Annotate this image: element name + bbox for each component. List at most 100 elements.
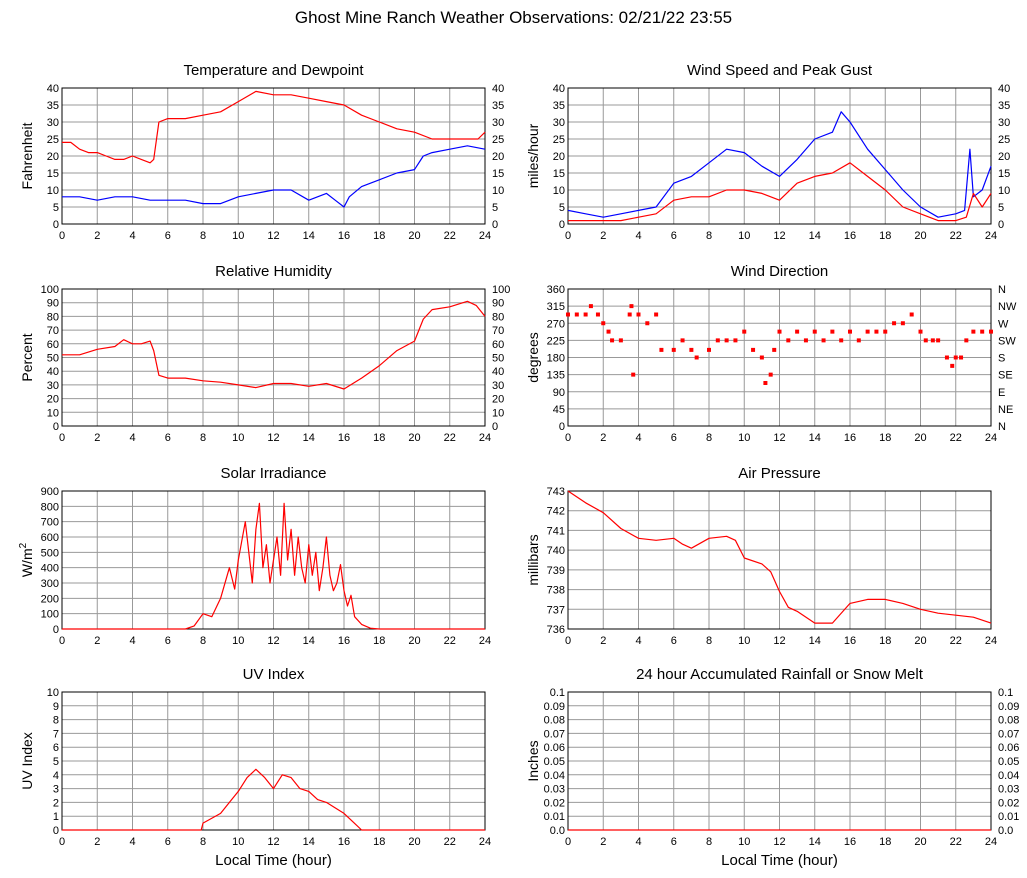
y-tick-label: 0.09 [544, 701, 565, 713]
data-point [883, 329, 888, 334]
y-tick-label: 0.03 [544, 784, 565, 796]
x-tick-label: 16 [338, 635, 350, 647]
y-tick-label-right: 30 [492, 380, 504, 392]
y-tick-label: 0 [559, 219, 565, 231]
data-point [964, 338, 969, 343]
data-point [923, 338, 928, 343]
data-point [645, 321, 650, 326]
x-tick-label: 16 [844, 432, 856, 444]
y-tick-label-right: 40 [492, 83, 504, 95]
x-tick-label: 4 [129, 836, 135, 848]
data-point [953, 355, 958, 360]
data-point [759, 355, 764, 360]
y-tick-label: 4 [53, 770, 59, 782]
y-tick-label-right: 5 [998, 202, 1004, 214]
chart-title-pressure: Air Pressure [738, 465, 821, 482]
x-tick-label: 0 [59, 432, 65, 444]
chart-title-temp: Temperature and Dewpoint [183, 62, 364, 79]
y-tick-label: 360 [547, 284, 565, 296]
x-tick-label: 24 [479, 432, 491, 444]
y-tick-label: 0.06 [544, 742, 565, 754]
plot-frame-dir [567, 288, 992, 427]
x-tick-label: 22 [444, 432, 456, 444]
y-tick-label-right: 30 [998, 117, 1010, 129]
data-point [900, 321, 905, 326]
y-tick-label-right: 0.01 [998, 811, 1019, 823]
y-tick-label: 180 [547, 353, 565, 365]
y-tick-label: 741 [547, 525, 565, 537]
x-tick-label: 10 [232, 432, 244, 444]
compass-label: NE [998, 404, 1013, 416]
chart-title-solar: Solar Irradiance [221, 465, 327, 482]
x-tick-label: 2 [94, 635, 100, 647]
x-tick-label: 2 [600, 230, 606, 242]
y-tick-label: 0.05 [544, 756, 565, 768]
x-tick-label: 16 [338, 230, 350, 242]
y-tick-label: 5 [53, 756, 59, 768]
y-tick-label: 740 [547, 545, 565, 557]
x-tick-label: 8 [200, 635, 206, 647]
y-tick-label: 500 [41, 547, 59, 559]
x-tick-label: 12 [773, 230, 785, 242]
x-tick-label: 2 [600, 432, 606, 444]
data-point [763, 380, 768, 385]
y-tick-label: 50 [47, 353, 59, 365]
y-tick-label-right: 0 [492, 219, 498, 231]
x-tick-label: 6 [165, 230, 171, 242]
y-tick-label: 2 [53, 797, 59, 809]
data-point [583, 312, 588, 317]
y-tick-label: 0.0 [550, 825, 565, 837]
y-tick-label: 700 [41, 517, 59, 529]
x-tick-label: 14 [303, 230, 315, 242]
y-tick-label: 0.02 [544, 797, 565, 809]
data-point [971, 329, 976, 334]
data-point [751, 347, 756, 352]
data-point [636, 312, 641, 317]
compass-label: W [998, 318, 1009, 330]
y-tick-label: 0 [53, 624, 59, 636]
x-tick-label: 10 [738, 432, 750, 444]
compass-label: NW [998, 301, 1017, 313]
y-tick-label: 6 [53, 742, 59, 754]
x-tick-label: 12 [267, 635, 279, 647]
x-tick-label: 24 [985, 836, 997, 848]
y-tick-label: 0 [559, 421, 565, 433]
x-tick-label: 12 [773, 836, 785, 848]
y-tick-label-right: 10 [492, 185, 504, 197]
x-axis-label-uv: Local Time (hour) [215, 852, 332, 869]
series-line-wind-1 [568, 162, 992, 222]
data-point [803, 338, 808, 343]
y-tick-label-right: 10 [998, 185, 1010, 197]
y-tick-label: 35 [553, 100, 565, 112]
x-tick-label: 18 [879, 836, 891, 848]
x-tick-label: 10 [738, 635, 750, 647]
x-tick-label: 2 [600, 635, 606, 647]
data-point [724, 338, 729, 343]
x-tick-label: 6 [165, 836, 171, 848]
x-tick-label: 6 [165, 635, 171, 647]
x-tick-label: 18 [373, 635, 385, 647]
page-title: Ghost Mine Ranch Weather Observations: 0… [294, 8, 733, 27]
y-tick-label-right: 35 [492, 100, 504, 112]
y-tick-label-right: 60 [492, 339, 504, 351]
x-tick-label: 18 [879, 635, 891, 647]
data-point [830, 329, 835, 334]
x-tick-label: 4 [129, 635, 135, 647]
y-tick-label: 100 [41, 284, 59, 296]
x-tick-label: 20 [914, 230, 926, 242]
x-tick-label: 6 [671, 230, 677, 242]
y-tick-label-right: 0.08 [998, 715, 1019, 727]
x-tick-label: 24 [985, 230, 997, 242]
plot-frame-wind [567, 87, 992, 225]
x-tick-label: 12 [267, 836, 279, 848]
series-line-rh-0 [62, 300, 486, 390]
y-tick-label-right: 0.09 [998, 701, 1019, 713]
y-axis-label-rain: Inches [525, 740, 541, 781]
x-tick-label: 6 [671, 432, 677, 444]
data-point [777, 329, 782, 334]
data-point [733, 338, 738, 343]
x-tick-label: 10 [738, 836, 750, 848]
series-line-temp-0 [62, 90, 486, 164]
data-point [680, 338, 685, 343]
data-point [856, 338, 861, 343]
